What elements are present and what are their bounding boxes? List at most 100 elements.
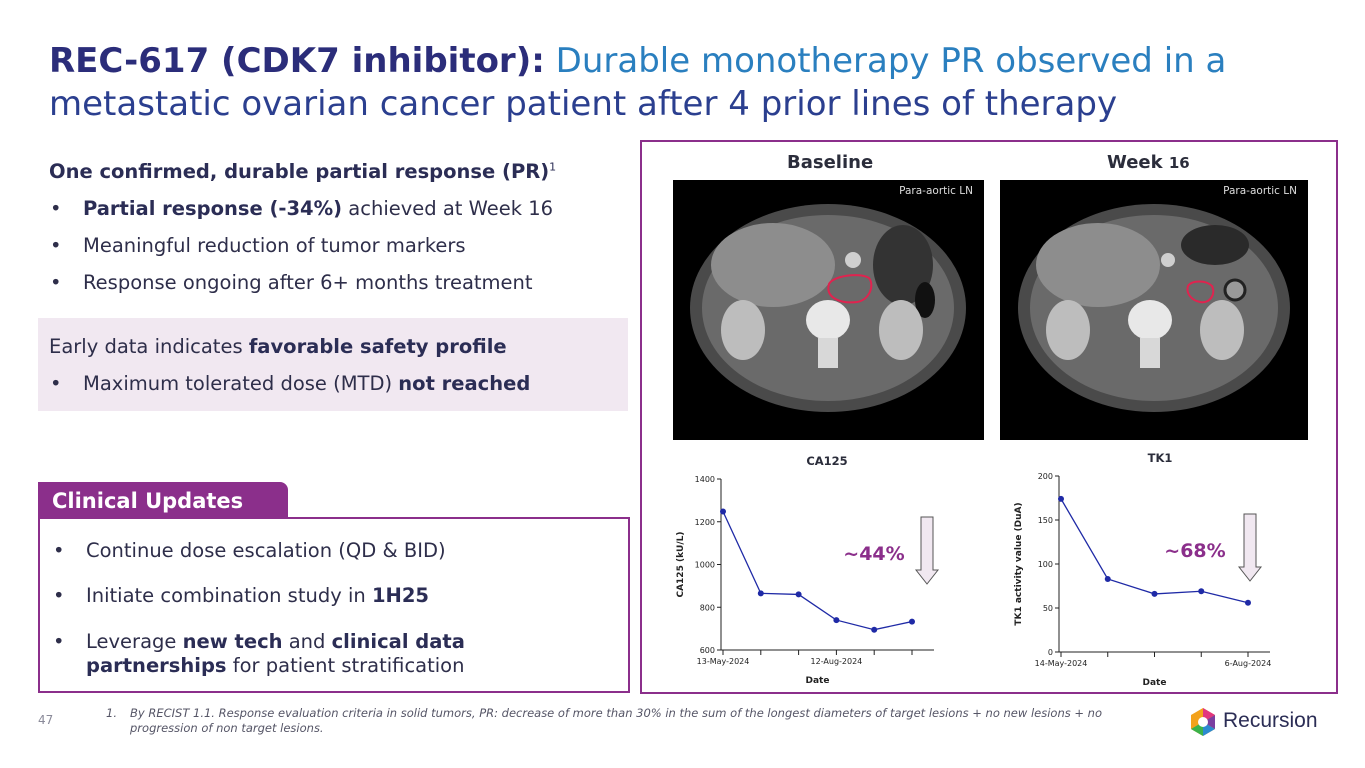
aorta	[1161, 253, 1175, 267]
week-label-prefix: Week	[1107, 152, 1169, 173]
reduction-annotation: ~68%	[1164, 540, 1225, 562]
spinous-process	[818, 338, 838, 368]
lesion-outline	[1186, 280, 1215, 304]
cu-bullet-text: for patient stratification	[226, 654, 465, 677]
data-point	[1058, 495, 1064, 502]
cu-bullet-text: Leverage	[86, 630, 183, 653]
data-point	[1245, 599, 1251, 606]
y-tick-label: 1000	[695, 561, 715, 570]
title-line1: Durable monotherapy PR observed in a	[544, 41, 1227, 81]
data-point	[871, 626, 878, 633]
week-label-num: 16	[1168, 154, 1190, 172]
bullet-bold: Partial response (-34%)	[83, 197, 343, 220]
safety-line: Early data indicates favorable safety pr…	[49, 335, 507, 358]
bullet-dot: •	[53, 630, 65, 653]
safety-bold: favorable safety profile	[248, 335, 507, 358]
vertebra	[1128, 300, 1172, 340]
cu-bullet-text: Continue dose escalation (QD & BID)	[86, 539, 446, 562]
down-arrow-icon	[914, 516, 940, 585]
bullet-dot: •	[50, 234, 62, 257]
cu-bullet-bold: new tech	[182, 630, 283, 653]
aorta	[845, 252, 861, 268]
evidence-panel: Baseline Week 16 Para-aortic LN	[640, 140, 1338, 694]
safety-bullet-bold: not reached	[398, 372, 531, 395]
gas-pocket	[915, 282, 935, 318]
y-tick-label: 1400	[695, 475, 715, 484]
week-label: Week 16	[1107, 152, 1190, 173]
y-tick-label: 0	[1048, 648, 1053, 657]
y-tick-label: 50	[1043, 604, 1053, 613]
data-point	[1104, 575, 1111, 582]
page-number: 47	[38, 713, 54, 727]
kidney-left	[1200, 300, 1244, 360]
kidney-right	[721, 300, 765, 360]
kidney-right	[1046, 300, 1090, 360]
logo-wordmark: Recursion	[1223, 709, 1318, 732]
ct-image-baseline	[690, 204, 966, 412]
kidney-left	[879, 300, 923, 360]
bullet-dot: •	[53, 539, 65, 562]
cu-bullet-text: Initiate combination study in	[86, 584, 372, 607]
y-tick-label: 600	[700, 646, 715, 655]
bullet-dot: •	[50, 197, 62, 220]
spinous-process	[1140, 338, 1160, 368]
ct-image-week16	[1018, 204, 1290, 412]
reduction-annotation: ~44%	[843, 543, 904, 565]
footnote-number: 1.	[106, 706, 117, 720]
footnote-text: By RECIST 1.1. Response evaluation crite…	[130, 706, 1102, 735]
recursion-logo-icon	[1191, 708, 1215, 736]
data-point	[1198, 588, 1205, 595]
baseline-label: Baseline	[787, 152, 874, 173]
ct-scan-baseline: Para-aortic LN	[673, 180, 984, 440]
title-drug: REC-617 (CDK7 inhibitor):	[49, 41, 545, 81]
data-point	[720, 508, 726, 515]
recursion-logo: Recursion	[1189, 706, 1339, 738]
bullet-text: Meaningful reduction of tumor markers	[83, 234, 466, 257]
stomach	[1181, 225, 1249, 265]
x-axis-label: Date	[1143, 678, 1167, 688]
y-tick-label: 100	[1038, 560, 1053, 569]
bullet-text: Response ongoing after 6+ months treatme…	[83, 271, 533, 294]
cu-bullet-bold: 1H25	[371, 584, 429, 607]
liver	[1036, 223, 1160, 307]
bullet-dot: •	[53, 584, 65, 607]
clinical-updates-box: • Continue dose escalation (QD & BID) • …	[38, 517, 630, 693]
data-point	[833, 617, 840, 624]
down-arrow-icon	[1237, 513, 1263, 582]
x-axis-label: Date	[806, 676, 830, 686]
bowel-loop	[1223, 278, 1247, 302]
safety-bullet-text: Maximum tolerated dose (MTD)	[83, 372, 399, 395]
cu-bullet-bold: clinical data	[331, 630, 465, 653]
bullet-dot: •	[50, 271, 62, 294]
scan-tag-week16: Para-aortic LN	[1223, 185, 1297, 197]
x-tick-label: 14-May-2024	[1035, 659, 1088, 668]
clinical-updates-tab: Clinical Updates	[38, 482, 288, 518]
footnote-ref: 1	[549, 160, 557, 174]
data-point	[757, 590, 764, 597]
data-point	[795, 591, 802, 598]
vertebra	[806, 300, 850, 340]
bowel	[873, 225, 933, 305]
scan-tag-baseline: Para-aortic LN	[899, 185, 973, 197]
ct-scan-week16: Para-aortic LN	[1000, 180, 1308, 440]
response-heading-text: One confirmed, durable partial response …	[49, 160, 550, 183]
y-tick-label: 150	[1038, 516, 1053, 525]
liver	[711, 223, 835, 307]
bullet-text: achieved at Week 16	[342, 197, 554, 220]
x-tick-label: 6-Aug-2024	[1225, 659, 1272, 668]
data-point	[909, 618, 915, 625]
y-tick-label: 800	[700, 603, 715, 612]
y-tick-label: 200	[1038, 472, 1053, 481]
cu-bullet-text: and	[282, 630, 332, 653]
y-axis-label: CA125 (kU/L)	[676, 531, 686, 597]
response-heading: One confirmed, durable partial response …	[49, 160, 556, 183]
slide-title: REC-617 (CDK7 inhibitor): Durable monoth…	[49, 40, 1309, 126]
bullet-dot: •	[50, 372, 62, 395]
series-line	[722, 511, 913, 631]
data-point	[1151, 590, 1158, 597]
lesion-outline	[827, 274, 873, 304]
title-line2: metastatic ovarian cancer patient after …	[49, 84, 1118, 124]
x-tick-label: 12-Aug-2024	[811, 657, 863, 666]
y-axis-label: TK1 activity value (DuA)	[1014, 502, 1024, 625]
